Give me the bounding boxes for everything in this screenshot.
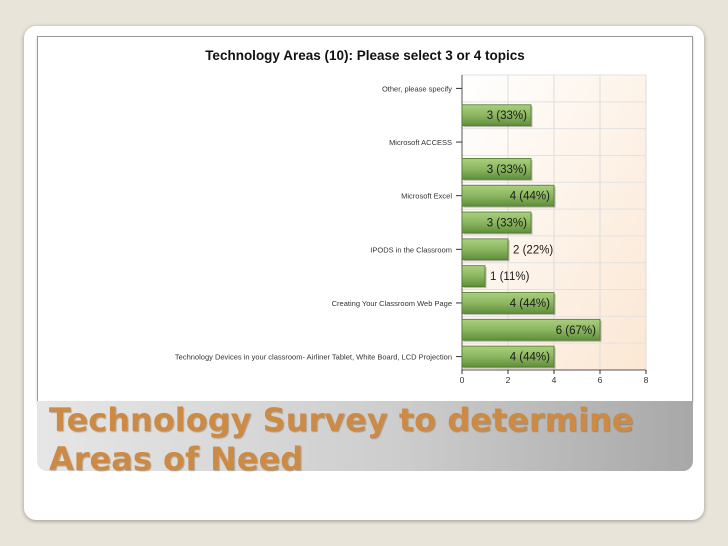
bar [461, 345, 555, 368]
x-tick-label: 0 [460, 375, 465, 385]
x-tick-label: 2 [506, 375, 511, 385]
data-label: 1 (11%) [490, 271, 530, 283]
category-label: Other, please specify [382, 84, 452, 93]
category-label: IPODS in the Classroom [370, 245, 452, 254]
data-label: 2 (22%) [513, 244, 553, 256]
bar [461, 318, 601, 341]
bar [461, 104, 532, 127]
slide-title: Technology Survey to determine Areas of … [49, 401, 634, 478]
plot-area: Other, please specify 3 (33%) Microsoft AC… [175, 74, 649, 385]
bar [461, 158, 532, 180]
bar [461, 184, 555, 207]
category-label: Technology Devices in your classroom- Ai… [175, 353, 452, 362]
data-label: 6 (67%) [556, 325, 596, 337]
bar [461, 238, 509, 261]
data-label: 4 (44%) [510, 191, 550, 203]
x-tick-label: 6 [598, 375, 603, 385]
data-label: 3 (33%) [487, 218, 527, 230]
x-tick-label: 4 [552, 375, 557, 385]
bar [461, 265, 486, 287]
data-label: 4 (44%) [510, 352, 550, 364]
data-label: 3 (33%) [487, 164, 527, 176]
category-label: Microsoft ACCESS [389, 138, 452, 147]
chart-frame: Technology Areas (10): Please select 3 o… [37, 36, 693, 403]
data-label: 4 (44%) [510, 298, 550, 310]
category-label: Creating Your Classroom Web Page [332, 299, 452, 308]
title-band [37, 401, 693, 471]
data-label: 3 (33%) [487, 110, 527, 122]
bar-chart: Technology Areas (10): Please select 3 o… [175, 48, 649, 385]
bar [461, 211, 532, 234]
x-tick-label: 8 [644, 375, 649, 385]
bar [461, 292, 555, 314]
category-label: Microsoft Excel [401, 192, 452, 201]
chart-title: Technology Areas (10): Please select 3 o… [205, 48, 525, 63]
